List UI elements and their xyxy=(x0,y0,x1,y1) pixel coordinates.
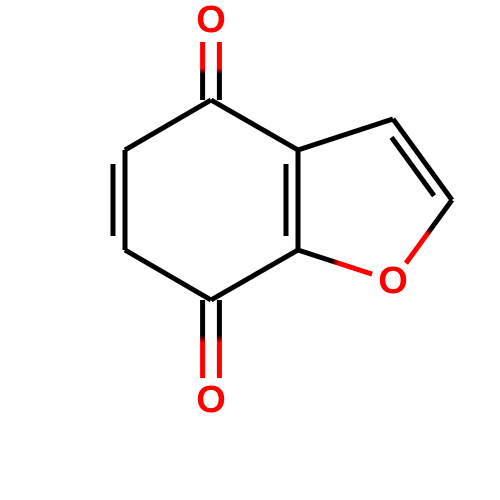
molecule-diagram: O O O xyxy=(0,0,500,500)
bond xyxy=(211,250,298,300)
atom-label-o: O xyxy=(196,0,226,41)
bond xyxy=(298,119,393,150)
bond xyxy=(393,119,452,200)
bond xyxy=(298,250,372,274)
atom-label-o: O xyxy=(196,379,226,421)
bond xyxy=(211,100,298,150)
bond xyxy=(406,200,452,263)
bond xyxy=(125,250,211,300)
bond xyxy=(125,100,211,150)
atom-label-o: O xyxy=(378,260,408,302)
